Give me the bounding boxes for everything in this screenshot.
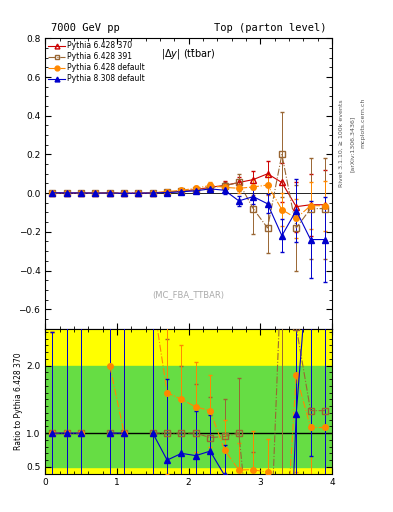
- Bar: [45, 329, 332, 474]
- Text: $|\Delta y|$ (tt̄bar): $|\Delta y|$ (tt̄bar): [161, 47, 216, 61]
- Text: mcplots.cern.ch: mcplots.cern.ch: [361, 98, 366, 148]
- Text: (MC_FBA_TTBAR): (MC_FBA_TTBAR): [152, 290, 225, 300]
- Bar: [45, 366, 332, 467]
- Text: Top (parton level): Top (parton level): [214, 23, 326, 33]
- Text: [arXiv:1306.3436]: [arXiv:1306.3436]: [350, 115, 355, 172]
- Y-axis label: Ratio to Pythia 6.428 370: Ratio to Pythia 6.428 370: [14, 352, 23, 450]
- Text: Rivet 3.1.10, ≥ 100k events: Rivet 3.1.10, ≥ 100k events: [339, 99, 344, 187]
- Text: 7000 GeV pp: 7000 GeV pp: [51, 23, 120, 33]
- Legend: Pythia 6.428 370, Pythia 6.428 391, Pythia 6.428 default, Pythia 8.308 default: Pythia 6.428 370, Pythia 6.428 391, Pyth…: [48, 40, 146, 84]
